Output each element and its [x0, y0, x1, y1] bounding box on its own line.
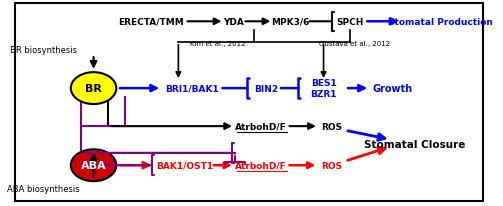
Text: BR: BR — [85, 84, 102, 94]
Text: ABA biosynthesis: ABA biosynthesis — [7, 184, 79, 193]
Text: SPCH: SPCH — [336, 18, 364, 27]
Ellipse shape — [71, 73, 116, 104]
Text: BRI1/BAK1: BRI1/BAK1 — [165, 84, 219, 93]
Text: AtrbohD/F: AtrbohD/F — [235, 122, 287, 131]
Text: Gustava et al., 2012: Gustava et al., 2012 — [319, 41, 390, 47]
Text: Kim et al., 2012: Kim et al., 2012 — [191, 41, 246, 47]
Text: ROS: ROS — [321, 122, 342, 131]
Text: AtrbohD/F: AtrbohD/F — [235, 161, 287, 170]
Text: BR biosynthesis: BR biosynthesis — [10, 45, 77, 54]
Text: BIN2: BIN2 — [254, 84, 278, 93]
Text: ERECTA/TMM: ERECTA/TMM — [118, 18, 184, 27]
Text: Stomatal Production: Stomatal Production — [388, 18, 493, 27]
Text: Growth: Growth — [373, 84, 413, 94]
Text: MPK3/6: MPK3/6 — [271, 18, 309, 27]
FancyBboxPatch shape — [15, 4, 483, 201]
Text: ABA: ABA — [81, 160, 106, 170]
Text: Stomatal Closure: Stomatal Closure — [364, 139, 465, 149]
Text: YDA: YDA — [223, 18, 244, 27]
Text: BES1
BZR1: BES1 BZR1 — [310, 79, 337, 98]
Text: ROS: ROS — [321, 161, 342, 170]
Ellipse shape — [71, 150, 116, 181]
Text: BAK1/OST1: BAK1/OST1 — [156, 161, 213, 170]
